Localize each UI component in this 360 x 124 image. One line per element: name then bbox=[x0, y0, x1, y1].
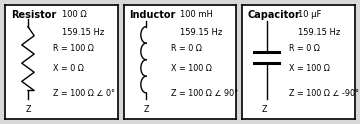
Text: Z: Z bbox=[143, 106, 149, 114]
Text: R = 100 Ω: R = 100 Ω bbox=[53, 44, 94, 53]
Text: 159.15 Hz: 159.15 Hz bbox=[62, 28, 104, 37]
Text: Resistor: Resistor bbox=[11, 10, 56, 19]
Text: Inductor: Inductor bbox=[129, 10, 176, 19]
Text: 159.15 Hz: 159.15 Hz bbox=[180, 28, 222, 37]
Text: R = 0 Ω: R = 0 Ω bbox=[289, 44, 320, 53]
Text: 10 μF: 10 μF bbox=[298, 10, 321, 18]
Text: X = 100 Ω: X = 100 Ω bbox=[289, 64, 330, 73]
Text: Z: Z bbox=[262, 106, 267, 114]
Text: Z = 100 Ω ∠ 90°: Z = 100 Ω ∠ 90° bbox=[171, 89, 238, 98]
Text: 100 mH: 100 mH bbox=[180, 10, 213, 18]
Text: Z: Z bbox=[25, 106, 31, 114]
Text: 159.15 Hz: 159.15 Hz bbox=[298, 28, 341, 37]
Text: Z = 100 Ω ∠ 0°: Z = 100 Ω ∠ 0° bbox=[53, 89, 115, 98]
Text: 100 Ω: 100 Ω bbox=[62, 10, 86, 18]
Text: R = 0 Ω: R = 0 Ω bbox=[171, 44, 202, 53]
Text: X = 100 Ω: X = 100 Ω bbox=[171, 64, 212, 73]
Text: X = 0 Ω: X = 0 Ω bbox=[53, 64, 84, 73]
Text: Capacitor: Capacitor bbox=[247, 10, 300, 19]
Text: Z = 100 Ω ∠ -90°: Z = 100 Ω ∠ -90° bbox=[289, 89, 359, 98]
